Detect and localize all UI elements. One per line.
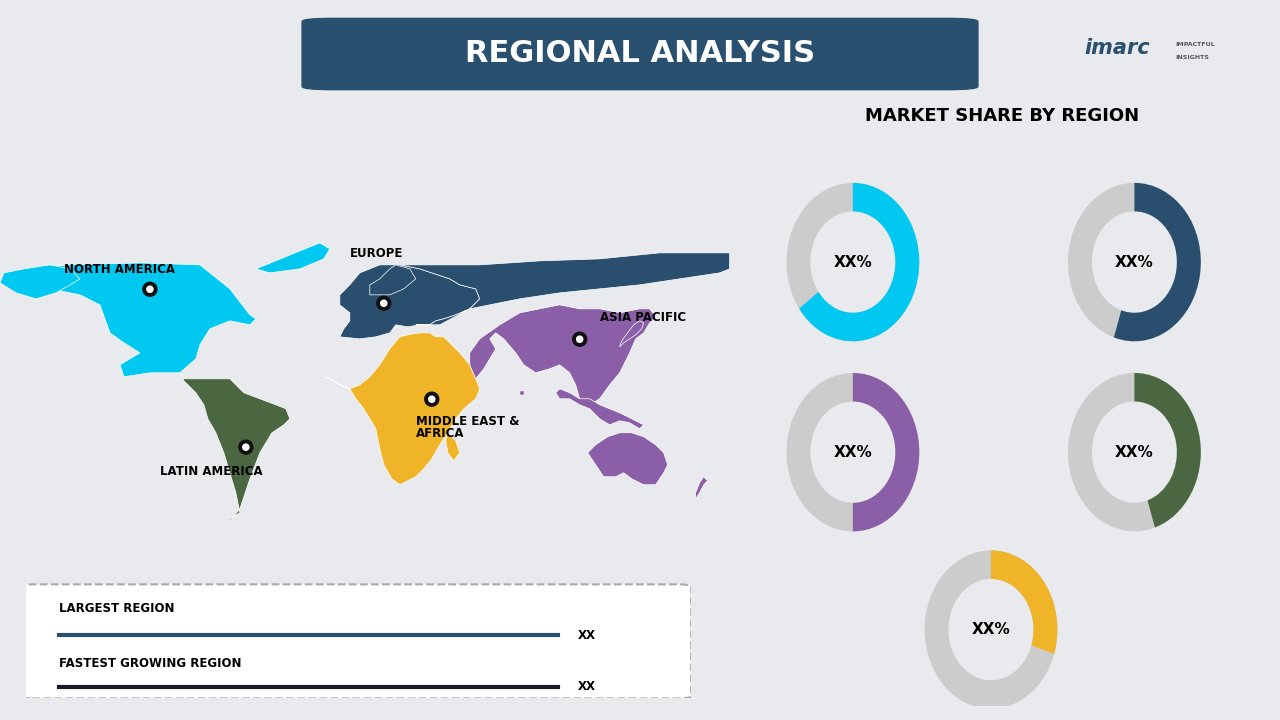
Polygon shape (0, 265, 79, 299)
Text: MIDDLE EAST &: MIDDLE EAST & (416, 415, 520, 428)
Text: XX%: XX% (1115, 445, 1153, 459)
Polygon shape (520, 391, 524, 395)
Polygon shape (370, 265, 416, 295)
Wedge shape (1068, 183, 1201, 341)
Text: FASTEST GROWING REGION: FASTEST GROWING REGION (59, 657, 242, 670)
Polygon shape (695, 477, 708, 499)
Polygon shape (620, 321, 644, 347)
Circle shape (380, 300, 387, 306)
Text: ASIA PACIFIC: ASIA PACIFIC (599, 311, 686, 324)
Circle shape (429, 396, 435, 402)
Text: XX: XX (579, 629, 596, 642)
Polygon shape (399, 253, 730, 325)
Circle shape (425, 392, 439, 406)
Wedge shape (924, 550, 1057, 708)
Polygon shape (256, 243, 330, 273)
Polygon shape (445, 433, 460, 461)
Text: MARKET SHARE BY REGION: MARKET SHARE BY REGION (864, 107, 1139, 125)
Circle shape (239, 440, 253, 454)
Polygon shape (24, 263, 256, 377)
Wedge shape (1114, 183, 1201, 341)
Polygon shape (324, 333, 480, 485)
Wedge shape (852, 373, 919, 531)
Circle shape (576, 336, 582, 342)
FancyBboxPatch shape (19, 585, 691, 698)
Circle shape (376, 296, 390, 310)
Text: LARGEST REGION: LARGEST REGION (59, 602, 174, 615)
Polygon shape (426, 399, 436, 406)
Wedge shape (786, 183, 919, 341)
FancyBboxPatch shape (302, 18, 978, 89)
Text: XX%: XX% (833, 445, 872, 459)
Polygon shape (379, 303, 389, 310)
Text: XX%: XX% (833, 255, 872, 269)
Wedge shape (991, 550, 1057, 654)
Text: REGIONAL ANALYSIS: REGIONAL ANALYSIS (465, 40, 815, 68)
Polygon shape (339, 265, 480, 339)
Polygon shape (470, 305, 655, 405)
Text: LATIN AMERICA: LATIN AMERICA (160, 464, 262, 478)
Text: AFRICA: AFRICA (416, 427, 465, 440)
Text: IMPACTFUL: IMPACTFUL (1175, 42, 1215, 47)
Polygon shape (556, 389, 644, 429)
Text: XX: XX (579, 680, 596, 693)
Text: XX%: XX% (972, 622, 1010, 637)
Text: EUROPE: EUROPE (349, 247, 403, 260)
Text: XX%: XX% (1115, 255, 1153, 269)
Wedge shape (1068, 373, 1201, 531)
Polygon shape (180, 373, 289, 525)
Text: NORTH AMERICA: NORTH AMERICA (64, 263, 175, 276)
Wedge shape (799, 183, 919, 341)
Text: INSIGHTS: INSIGHTS (1175, 55, 1208, 60)
Circle shape (147, 286, 154, 292)
Polygon shape (145, 289, 155, 296)
Text: imarc: imarc (1085, 37, 1151, 58)
Polygon shape (241, 447, 251, 454)
Wedge shape (786, 373, 919, 531)
Circle shape (143, 282, 157, 296)
Circle shape (572, 332, 586, 346)
Circle shape (243, 444, 248, 450)
Wedge shape (1134, 373, 1201, 528)
Polygon shape (588, 433, 668, 485)
Polygon shape (575, 339, 585, 346)
